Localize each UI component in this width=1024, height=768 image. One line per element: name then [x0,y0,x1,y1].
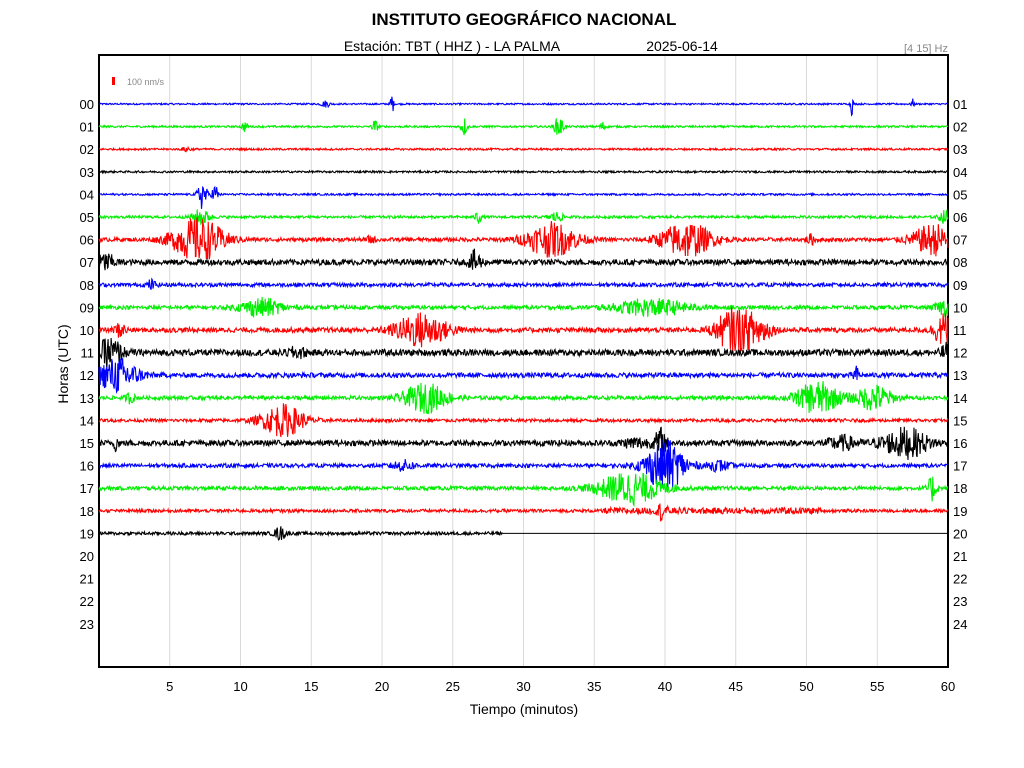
hour-label-right: 11 [953,323,967,338]
x-tick-label: 5 [166,679,173,694]
hour-label-right: 03 [953,142,967,157]
x-tick-label: 25 [446,679,460,694]
hour-label-left: 23 [80,617,94,632]
hour-label-left: 12 [80,368,94,383]
hour-label-left: 07 [80,255,94,270]
x-tick-label: 30 [516,679,530,694]
hour-label-left: 08 [80,278,94,293]
hour-label-right: 05 [953,187,967,202]
hour-label-left: 09 [80,300,94,315]
hour-label-right: 14 [953,391,967,406]
hour-label-left: 19 [80,526,94,541]
x-axis-label: Tiempo (minutos) [470,701,578,717]
trace-hour-13 [98,381,949,415]
trace-hour-03 [98,169,949,175]
hour-label-right: 06 [953,210,967,225]
trace-hour-09 [98,296,949,319]
x-tick-label: 45 [729,679,743,694]
trace-hour-01 [98,118,949,136]
hour-label-left: 11 [81,346,95,361]
hour-label-left: 15 [80,436,94,451]
vertical-gridlines [169,56,878,666]
trace-hour-00 [98,96,948,117]
hour-labels-right: 01 02 03 04 05 06 07 08 09 10 11 12 13 14 15 16 17 18 19 20… [953,97,967,632]
x-tick-label: 35 [587,679,601,694]
trace-hour-10 [98,306,949,354]
hour-label-right: 17 [953,459,967,474]
hour-label-right: 13 [953,368,967,383]
hour-label-right: 07 [953,233,967,248]
scale-label: 100 nm/s [127,77,165,87]
hour-label-left: 10 [80,323,94,338]
hour-label-left: 06 [80,233,94,248]
filter-band-label: [4 15] Hz [904,43,948,55]
hour-label-left: 22 [80,594,94,609]
hour-label-left: 17 [80,481,94,496]
hour-label-right: 01 [953,97,967,112]
x-tick-label: 15 [304,679,318,694]
hour-label-right: 15 [953,413,967,428]
station-label: Estación: TBT ( HHZ ) - LA PALMA [344,38,561,54]
hour-label-right: 19 [953,504,967,519]
y-axis-label: Horas (UTC) [55,324,71,403]
x-tick-label: 10 [233,679,247,694]
x-tick-label: 50 [799,679,813,694]
hour-label-right: 08 [953,255,967,270]
hour-label-left: 20 [80,549,94,564]
hour-label-right: 22 [953,572,967,587]
chart-title: INSTITUTO GEOGRÁFICO NACIONAL [372,10,677,29]
seismic-traces [98,96,949,541]
hour-label-right: 18 [953,481,967,496]
trace-hour-17 [98,472,949,508]
trace-hour-15 [98,426,949,461]
trace-hour-08 [98,277,949,290]
hour-labels-left: 00 01 02 03 04 05 06 07 08 09 10 11 12 13 14 15 16 17 18 19… [80,97,94,632]
trace-hour-16 [98,439,948,489]
trace-hour-11 [98,337,949,369]
hour-label-right: 09 [953,278,967,293]
scale-marker [112,77,115,85]
hour-label-left: 00 [80,97,94,112]
hour-label-left: 21 [80,572,94,587]
hour-label-left: 05 [80,210,94,225]
x-tick-label: 20 [375,679,389,694]
hour-label-right: 24 [953,617,967,632]
x-axis-ticks: 5 10 15 20 25 30 35 40 45 50 55 60 [166,679,955,694]
hour-label-left: 02 [80,142,94,157]
trace-hour-04 [98,185,949,209]
hour-label-right: 04 [953,165,967,180]
hour-label-left: 13 [80,391,94,406]
hour-label-left: 14 [80,413,94,428]
hour-label-left: 16 [80,459,94,474]
hour-label-left: 03 [80,165,94,180]
hour-label-left: 18 [80,504,94,519]
hour-label-left: 04 [80,187,94,202]
trace-hour-18 [98,503,949,523]
hour-label-right: 23 [953,594,967,609]
trace-hour-06 [98,217,949,260]
trace-hour-12 [98,358,949,394]
date-label: 2025-06-14 [646,38,718,54]
x-tick-label: 60 [941,679,955,694]
trace-hour-02 [99,145,949,153]
hour-label-right: 20 [953,526,967,541]
hour-label-right: 16 [953,436,967,451]
x-tick-label: 40 [658,679,672,694]
hour-label-right: 02 [953,120,967,135]
trace-hour-07 [98,248,949,271]
hour-label-left: 01 [80,120,94,135]
trace-hour-19 [98,526,503,541]
hour-label-right: 10 [953,300,967,315]
hour-label-right: 12 [953,346,967,361]
trace-hour-14 [98,403,949,438]
hour-label-right: 21 [953,549,967,564]
trace-hour-05 [98,208,949,225]
x-tick-label: 55 [870,679,884,694]
